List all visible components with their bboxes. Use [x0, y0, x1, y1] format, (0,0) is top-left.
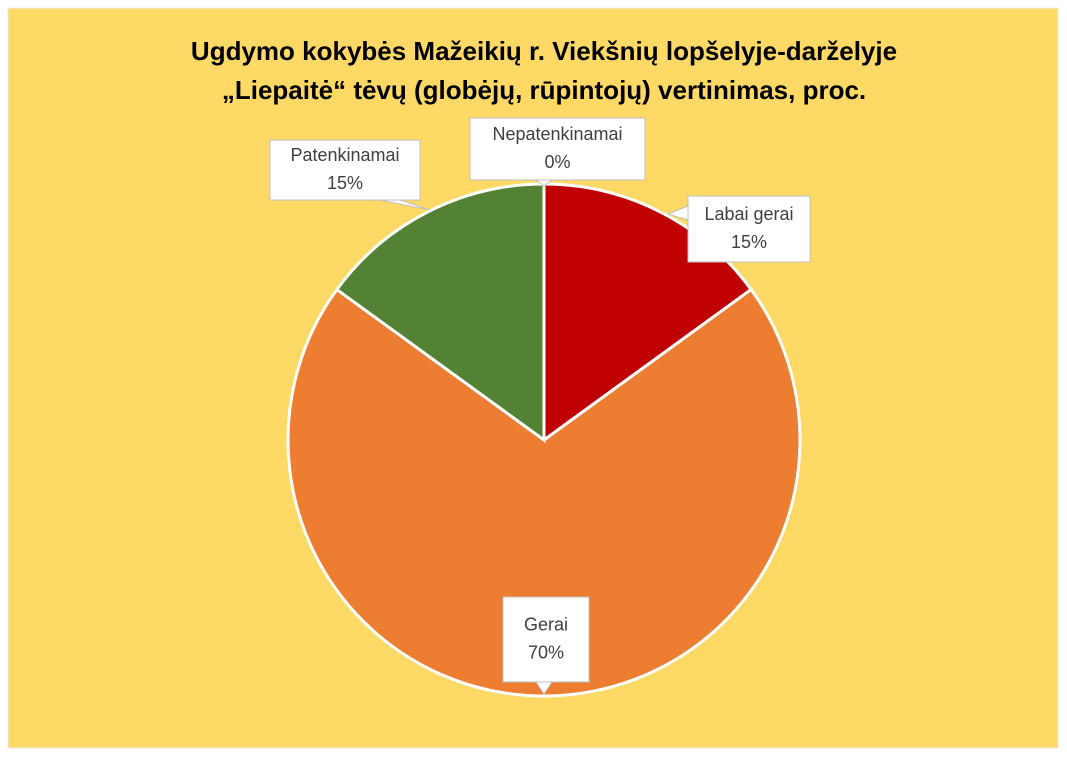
- value-label: 70%: [528, 642, 564, 662]
- value-label: 15%: [327, 173, 363, 193]
- chart-title: „Liepaitė“ tėvų (globėjų, rūpintojų) ver…: [222, 75, 866, 105]
- category-label: Labai gerai: [704, 204, 793, 224]
- label-box: [502, 596, 590, 683]
- label-pointer: [666, 205, 689, 221]
- label-box: [469, 117, 646, 181]
- label-box: [687, 195, 811, 263]
- label-pointer: [534, 179, 554, 187]
- label-box: [269, 139, 421, 201]
- label-pointer: [535, 681, 553, 695]
- category-label: Patenkinamai: [290, 145, 399, 165]
- category-label: Gerai: [524, 614, 568, 634]
- value-label: 0%: [544, 152, 570, 172]
- label-pointer: [379, 199, 431, 211]
- chart-title: Ugdymo kokybės Mažeikių r. Viekšnių lopš…: [191, 36, 897, 66]
- pie-slice: [334, 182, 546, 443]
- category-label: Nepatenkinamai: [492, 124, 622, 144]
- pie-slice: [286, 287, 802, 698]
- value-label: 15%: [731, 232, 767, 252]
